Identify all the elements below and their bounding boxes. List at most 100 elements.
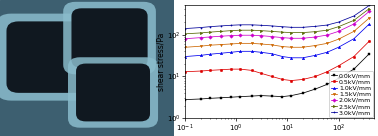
1.0kV/mm	[270, 53, 274, 55]
3.0kV/mm	[336, 21, 341, 23]
1.0kV/mm	[336, 47, 341, 48]
FancyBboxPatch shape	[71, 8, 148, 68]
1.5kV/mm	[325, 43, 330, 44]
1.5kV/mm	[249, 43, 254, 44]
0.5kV/mm	[367, 40, 372, 42]
1.0kV/mm	[198, 55, 203, 56]
FancyBboxPatch shape	[63, 2, 156, 74]
3.0kV/mm	[218, 25, 223, 27]
1.5kV/mm	[336, 38, 341, 40]
0.5kV/mm	[249, 70, 254, 71]
0.5kV/mm	[229, 68, 234, 70]
0.5kV/mm	[280, 79, 285, 80]
Line: 1.5kV/mm: 1.5kV/mm	[184, 17, 370, 49]
0.0kV/mm	[259, 95, 263, 96]
1.5kV/mm	[280, 46, 285, 47]
2.5kV/mm	[259, 30, 263, 31]
2.0kV/mm	[249, 34, 254, 36]
2.5kV/mm	[336, 26, 341, 27]
1.0kV/mm	[289, 57, 294, 59]
2.5kV/mm	[238, 29, 243, 31]
3.0kV/mm	[229, 24, 234, 26]
0.5kV/mm	[301, 79, 305, 80]
3.0kV/mm	[198, 27, 203, 28]
3.0kV/mm	[352, 15, 356, 17]
0.5kV/mm	[207, 70, 212, 71]
2.0kV/mm	[367, 11, 372, 12]
2.0kV/mm	[198, 37, 203, 38]
Line: 2.5kV/mm: 2.5kV/mm	[184, 7, 370, 35]
1.0kV/mm	[313, 55, 318, 56]
1.5kV/mm	[301, 47, 305, 48]
2.5kV/mm	[367, 8, 372, 9]
2.5kV/mm	[289, 32, 294, 33]
FancyBboxPatch shape	[6, 21, 98, 93]
0.0kV/mm	[289, 95, 294, 96]
1.5kV/mm	[313, 45, 318, 46]
0.0kV/mm	[238, 96, 243, 98]
2.0kV/mm	[313, 36, 318, 38]
2.0kV/mm	[280, 37, 285, 38]
2.5kV/mm	[313, 31, 318, 33]
2.0kV/mm	[289, 37, 294, 39]
2.5kV/mm	[280, 31, 285, 33]
3.0kV/mm	[325, 24, 330, 26]
FancyBboxPatch shape	[0, 14, 108, 101]
0.5kV/mm	[352, 56, 356, 57]
1.0kV/mm	[249, 50, 254, 52]
0.0kV/mm	[229, 96, 234, 98]
Line: 1.0kV/mm: 1.0kV/mm	[184, 23, 370, 59]
2.0kV/mm	[183, 38, 187, 40]
0.5kV/mm	[183, 71, 187, 72]
Line: 3.0kV/mm: 3.0kV/mm	[184, 4, 370, 30]
3.0kV/mm	[249, 24, 254, 26]
FancyBboxPatch shape	[76, 64, 150, 121]
2.0kV/mm	[218, 35, 223, 37]
1.0kV/mm	[367, 23, 372, 25]
0.0kV/mm	[367, 53, 372, 55]
2.5kV/mm	[207, 31, 212, 33]
0.5kV/mm	[325, 71, 330, 72]
1.5kV/mm	[259, 43, 263, 45]
2.5kV/mm	[270, 31, 274, 32]
0.5kV/mm	[218, 69, 223, 71]
1.0kV/mm	[301, 57, 305, 59]
1.5kV/mm	[270, 44, 274, 46]
3.0kV/mm	[301, 27, 305, 28]
Line: 0.5kV/mm: 0.5kV/mm	[184, 40, 370, 82]
1.0kV/mm	[280, 56, 285, 57]
1.0kV/mm	[238, 50, 243, 52]
2.0kV/mm	[238, 34, 243, 36]
3.0kV/mm	[207, 26, 212, 27]
2.0kV/mm	[301, 37, 305, 39]
0.0kV/mm	[352, 68, 356, 70]
Line: 0.0kV/mm: 0.0kV/mm	[184, 52, 370, 101]
2.0kV/mm	[336, 31, 341, 32]
0.0kV/mm	[218, 97, 223, 99]
0.0kV/mm	[207, 98, 212, 99]
0.5kV/mm	[198, 70, 203, 72]
Legend: 0.0kV/mm, 0.5kV/mm, 1.0kV/mm, 1.5kV/mm, 2.0kV/mm, 2.5kV/mm, 3.0kV/mm: 0.0kV/mm, 0.5kV/mm, 1.0kV/mm, 1.5kV/mm, …	[329, 71, 373, 117]
2.5kV/mm	[325, 29, 330, 31]
2.0kV/mm	[325, 34, 330, 36]
3.0kV/mm	[259, 24, 263, 26]
3.0kV/mm	[280, 26, 285, 27]
2.5kV/mm	[229, 30, 234, 31]
2.0kV/mm	[207, 36, 212, 38]
1.5kV/mm	[367, 17, 372, 19]
0.5kV/mm	[336, 65, 341, 67]
2.5kV/mm	[352, 20, 356, 21]
2.5kV/mm	[249, 29, 254, 31]
Y-axis label: shear stress/Pa: shear stress/Pa	[157, 33, 166, 91]
1.5kV/mm	[207, 44, 212, 46]
Line: 2.0kV/mm: 2.0kV/mm	[184, 10, 370, 40]
3.0kV/mm	[270, 25, 274, 27]
0.0kV/mm	[336, 78, 341, 79]
0.0kV/mm	[313, 88, 318, 90]
3.0kV/mm	[238, 24, 243, 26]
1.5kV/mm	[289, 47, 294, 48]
1.5kV/mm	[218, 44, 223, 45]
1.0kV/mm	[325, 51, 330, 53]
2.5kV/mm	[301, 32, 305, 33]
3.0kV/mm	[183, 28, 187, 29]
